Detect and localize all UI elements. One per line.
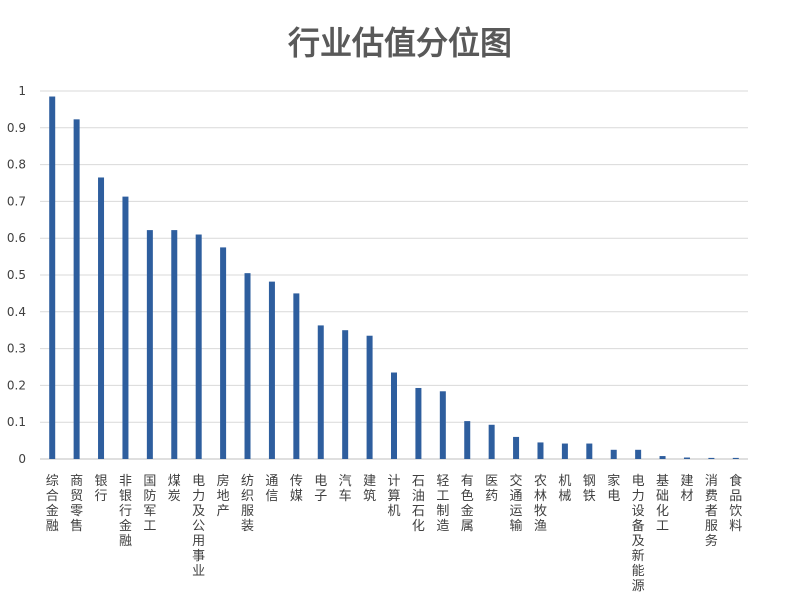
y-tick-label: 0.4	[7, 305, 26, 319]
bar	[537, 442, 544, 459]
x-category-label: 纺织服装	[241, 474, 254, 534]
bar	[342, 330, 349, 459]
bar	[366, 335, 373, 459]
x-axis-category-labels: 综合金融商贸零售银行非银行金融国防军工煤炭电力及公用事业房地产纺织服装通信传媒电…	[46, 473, 743, 594]
x-category-label: 农林牧渔	[534, 474, 547, 534]
y-tick-label: 0.1	[7, 415, 26, 429]
y-tick-label: 0.7	[7, 194, 26, 208]
bar	[708, 457, 715, 459]
x-category-label: 轻工制造	[436, 474, 449, 534]
y-tick-label: 0.2	[7, 378, 26, 392]
bar	[98, 177, 105, 460]
x-category-label: 煤炭	[168, 474, 181, 504]
x-category-label: 钢铁	[583, 474, 596, 504]
chart-title: 行业估值分位图	[287, 24, 512, 62]
bar	[610, 449, 617, 459]
bar	[659, 456, 666, 459]
x-category-label: 电力设备及新能源	[632, 474, 645, 594]
bar	[391, 372, 397, 459]
x-category-label: 国防军工	[143, 474, 156, 534]
bar	[122, 196, 129, 459]
x-category-label: 房地产	[217, 473, 230, 519]
bar	[488, 424, 495, 459]
x-category-label: 非银行金融	[119, 474, 132, 549]
bar	[586, 443, 593, 459]
x-category-label: 建材	[680, 474, 693, 504]
bar	[683, 457, 690, 459]
x-category-label: 电力及公用事业	[192, 474, 205, 579]
x-category-label: 汽车	[339, 474, 352, 504]
y-tick-label: 1	[18, 84, 26, 98]
bar	[732, 457, 739, 459]
x-category-label: 商贸零售	[70, 474, 83, 534]
x-category-label: 机械	[558, 474, 571, 504]
bar	[293, 293, 300, 459]
bar	[464, 421, 471, 459]
x-category-label: 通信	[265, 474, 278, 504]
bar	[439, 391, 446, 459]
bars	[49, 96, 739, 460]
x-category-label: 有色金属	[461, 474, 474, 534]
x-category-label: 食品饮料	[729, 473, 742, 534]
y-tick-label: 0.5	[7, 268, 26, 282]
bar	[244, 273, 251, 459]
y-tick-label: 0.3	[7, 342, 26, 356]
bar	[317, 325, 324, 459]
bar	[146, 230, 153, 459]
x-category-label: 传媒	[290, 474, 303, 504]
bar	[171, 230, 178, 459]
y-axis-tick-labels: 0 0.1 0.2 0.3 0.4 0.5 0.6 0.7 0.8 0.9 1	[7, 84, 26, 466]
bar	[513, 436, 520, 459]
bar	[561, 443, 568, 459]
bar	[195, 234, 202, 459]
x-category-label: 建筑	[363, 474, 376, 504]
bar	[635, 449, 642, 459]
x-category-label: 家电	[607, 473, 620, 504]
y-tick-label: 0.6	[7, 231, 26, 245]
x-category-label: 综合金融	[46, 474, 59, 534]
x-category-label: 消费者服务	[705, 474, 718, 549]
x-category-label: 计算机	[387, 474, 400, 519]
bar	[415, 387, 422, 459]
x-category-label: 银行	[95, 474, 108, 504]
x-category-label: 电子	[314, 474, 327, 504]
bar	[220, 247, 227, 459]
y-tick-label: 0	[18, 452, 26, 466]
bar	[73, 119, 80, 459]
bar	[268, 281, 275, 459]
y-tick-label: 0.8	[7, 158, 26, 172]
x-category-label: 交通运输	[510, 473, 523, 534]
bar	[49, 96, 56, 460]
x-category-label: 基础化工	[656, 474, 669, 534]
x-category-label: 石油石化	[412, 474, 425, 534]
x-category-label: 医药	[485, 474, 498, 504]
y-tick-label: 0.9	[7, 121, 26, 135]
